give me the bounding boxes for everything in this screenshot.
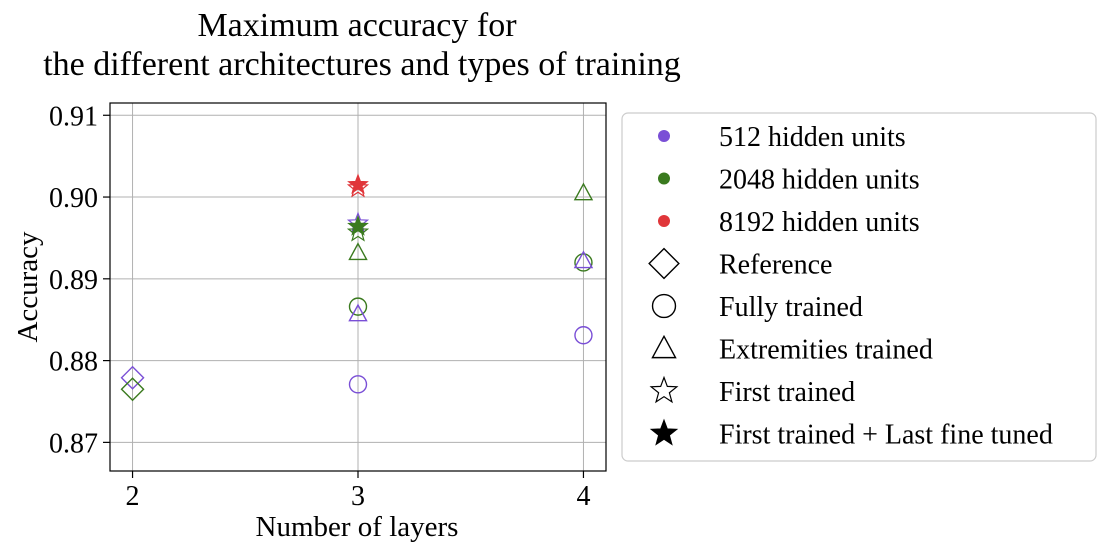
legend-marker-circle bbox=[651, 293, 677, 319]
data-point-triangle bbox=[348, 303, 368, 322]
legend-marker-dot bbox=[658, 172, 670, 185]
data-point-triangle bbox=[573, 182, 594, 201]
legend-label: Reference bbox=[719, 250, 832, 281]
legend-label: First trained bbox=[719, 377, 855, 408]
y-tick-label: 0.88 bbox=[49, 347, 98, 378]
legend-label: 2048 hidden units bbox=[719, 165, 920, 196]
data-point-circle bbox=[574, 253, 593, 272]
legend-marker-star-open bbox=[649, 375, 679, 404]
legend-label: 8192 hidden units bbox=[719, 207, 920, 238]
legend-label: Extremities trained bbox=[719, 335, 933, 366]
data-point-star-filled bbox=[347, 215, 369, 236]
legend: 512 hidden units 2048 hidden units 8192 hi… bbox=[621, 112, 1097, 462]
legend-marker-diamond bbox=[648, 247, 680, 280]
data-point-triangle bbox=[573, 250, 594, 269]
y-tick-label: 0.87 bbox=[49, 428, 98, 459]
x-tick-label: 3 bbox=[351, 481, 365, 512]
legend-label: 512 hidden units bbox=[719, 122, 906, 153]
data-points bbox=[120, 173, 594, 402]
y-axis-label: Accuracy bbox=[12, 231, 44, 343]
legend-label: Fully trained bbox=[719, 292, 863, 323]
chart-title: Maximum accuracy for the different archi… bbox=[43, 7, 681, 83]
x-axis-label: Number of layers bbox=[256, 511, 459, 543]
data-point-circle bbox=[574, 326, 593, 345]
data-point-circle bbox=[348, 375, 368, 394]
legend-marker-dot bbox=[658, 215, 670, 227]
legend-marker-dot bbox=[658, 130, 670, 142]
chart-title-line-2: the different architectures and types of… bbox=[43, 46, 681, 83]
grid bbox=[110, 103, 606, 471]
data-point-star-open bbox=[346, 220, 370, 242]
legend-marker-triangle bbox=[651, 334, 677, 359]
data-point-triangle bbox=[348, 242, 368, 261]
chart-title-line-1: Maximum accuracy for bbox=[197, 7, 517, 44]
data-point-star-filled bbox=[347, 173, 369, 195]
y-tick-label: 0.91 bbox=[49, 101, 98, 132]
data-point-circle bbox=[348, 297, 368, 316]
x-tick-label: 4 bbox=[576, 481, 590, 512]
y-tick-label: 0.89 bbox=[49, 265, 98, 296]
x-tick-label: 2 bbox=[126, 481, 140, 512]
data-point-star-open bbox=[346, 176, 370, 198]
data-point-diamond bbox=[120, 365, 145, 390]
legend-marker-star-filled bbox=[649, 418, 679, 446]
y-tick-label: 0.90 bbox=[49, 183, 98, 214]
legend-label: First trained + Last fine tuned bbox=[719, 420, 1053, 451]
ticks: 2 3 4 0.87 0.88 0.89 0.90 0.91 bbox=[49, 101, 590, 512]
legend-frame bbox=[621, 112, 1097, 462]
data-point-diamond bbox=[120, 377, 145, 402]
